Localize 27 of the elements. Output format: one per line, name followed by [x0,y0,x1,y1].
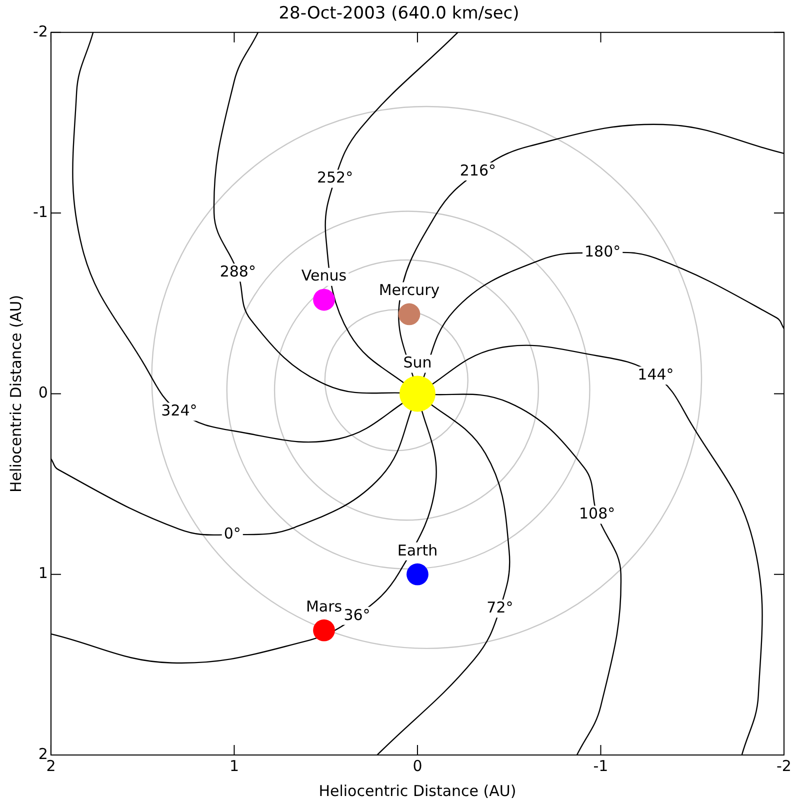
y-tick-label: 0 [38,384,48,402]
series-label: Earth [397,541,438,560]
annotation: 36° [344,606,370,624]
series-label: Sun [403,354,432,372]
annotation: 72° [486,598,514,617]
annotation: 252° [316,168,354,187]
annotation: 144° [638,366,674,384]
annotation: 216° [460,161,496,180]
x-tick-label: -2 [776,756,792,775]
y-tick-label: 1 [38,564,48,582]
annotation: 288° [220,262,256,281]
series-label: Mars [306,597,342,616]
y-axis-title: Heliocentric Distance (AU) [6,294,25,492]
series-label: Mercury [378,281,440,300]
annotation: 180° [584,242,621,261]
x-tick-label: -1 [593,756,608,775]
annotation: 324° [161,402,198,420]
annotation: 108° [579,504,616,523]
chart-title: 28-Oct-2003 (640.0 km/sec) [278,4,520,24]
series-label: Venus [301,266,347,285]
y-tick-label: -1 [32,202,48,221]
x-tick-label: 0 [412,756,422,775]
y-tick-label: -2 [32,22,48,40]
y-tick-label: 2 [38,744,48,763]
annotation: 0° [224,524,241,542]
x-tick-label: 1 [229,756,239,775]
x-axis-title: Heliocentric Distance (AU) [318,782,516,800]
